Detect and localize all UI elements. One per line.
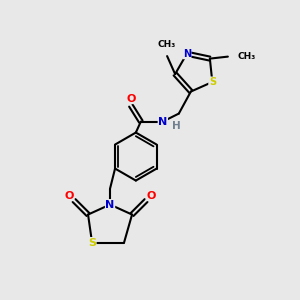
Text: N: N — [158, 117, 167, 127]
Text: N: N — [183, 49, 191, 59]
Text: O: O — [126, 94, 136, 103]
Text: S: S — [88, 238, 96, 248]
Text: CH₃: CH₃ — [158, 40, 176, 49]
Text: H: H — [172, 121, 181, 130]
Text: S: S — [209, 77, 216, 87]
Text: N: N — [105, 200, 115, 210]
Text: O: O — [64, 190, 74, 201]
Text: CH₃: CH₃ — [238, 52, 256, 61]
Text: O: O — [146, 190, 156, 201]
